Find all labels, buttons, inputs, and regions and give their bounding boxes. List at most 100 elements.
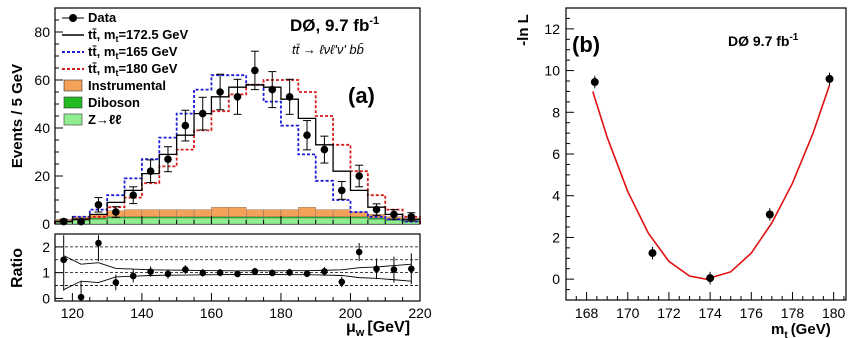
y-tick-label: 80 — [34, 24, 50, 40]
ratio-point — [147, 268, 154, 275]
data-point — [390, 210, 398, 219]
histogram-mt-165 — [54, 74, 421, 224]
x-tick-label-b: 180 — [822, 305, 846, 321]
zll-bar — [106, 217, 125, 225]
instrumental-bar — [315, 209, 334, 217]
ratio-point — [164, 270, 172, 278]
ratio-point — [251, 268, 259, 275]
y-tick-label-b: 10 — [544, 63, 560, 79]
x-tick-label-b: 176 — [740, 305, 764, 321]
diboson-bar — [350, 216, 369, 219]
zll-bar — [211, 217, 229, 225]
svg-text:tt̄, mt=165 GeV: tt̄, mt=165 GeV — [88, 44, 178, 61]
data-point — [198, 109, 207, 118]
ratio-point — [112, 279, 120, 286]
data-point — [146, 167, 155, 175]
zll-bar — [385, 220, 403, 225]
background-stack — [54, 207, 421, 225]
y-tick-label: 0 — [42, 216, 50, 232]
ratio-point — [95, 239, 102, 247]
ratio-point — [234, 270, 241, 278]
data-point — [129, 191, 138, 199]
legend-entry-low: tt̄, mt=165 GeV — [62, 44, 178, 61]
x-tick-label-b: 170 — [616, 305, 640, 321]
zll-bar — [89, 219, 108, 225]
legend-entry-nominal: tt̄, mt=172.5 GeV — [62, 27, 189, 44]
svg-text:tt̄, mt=172.5 GeV: tt̄, mt=172.5 GeV — [88, 27, 189, 44]
zll-bar — [332, 217, 351, 225]
diboson-bar — [89, 217, 108, 220]
panel-label-b: (b) — [572, 32, 600, 57]
data-point — [372, 205, 381, 214]
likelihood-point — [706, 274, 715, 283]
ratio-point — [216, 269, 224, 276]
x-tick-label-b: 168 — [575, 305, 599, 321]
y-tick-label: 20 — [34, 168, 50, 184]
likelihood-point — [590, 78, 599, 87]
ratio-point — [129, 272, 137, 280]
axis-ticks-b: 168 170 172 174 176 178 180 0 2 4 6 8 10 12 — [544, 7, 846, 321]
experiment-label: DØ, 9.7 fb-1 — [290, 15, 379, 35]
ratio-point — [338, 278, 346, 286]
diboson-bar — [246, 216, 264, 219]
y-tick-label-b: 2 — [552, 229, 560, 245]
instrumental-bar — [176, 209, 195, 217]
instrumental-bar — [159, 209, 177, 217]
ratio-point — [321, 268, 328, 275]
instrumental-bar — [263, 209, 282, 217]
y-axis-title: Events / 5 GeV — [9, 64, 26, 168]
data-point — [94, 201, 103, 209]
data-point — [216, 88, 224, 96]
x-axis-title: μw [GeV] — [346, 319, 410, 338]
diboson-bar — [367, 217, 386, 220]
ratio-plot-frame — [54, 233, 421, 302]
data-point — [164, 155, 172, 163]
ratio-point — [303, 270, 311, 277]
instrumental-bar — [141, 209, 160, 217]
ratio-point — [408, 265, 415, 273]
data-point — [251, 66, 259, 75]
x-tick-label-b: 172 — [657, 305, 681, 321]
ratio-y-tick-label: 0 — [42, 290, 50, 306]
x-tick-label-b: 174 — [698, 305, 722, 321]
legend-entry-instrumental: Instrumental — [63, 78, 166, 93]
instrumental-bar — [228, 207, 247, 217]
instrumental-bar — [298, 207, 316, 217]
zll-bar — [263, 217, 282, 225]
experiment-label-b: DØ 9.7 fb-1 — [728, 32, 799, 49]
channel-label: tt̄ → ℓνℓ'ν' bb̄ — [292, 42, 364, 57]
x-tick-label: 200 — [339, 305, 363, 321]
diboson-bar — [141, 216, 160, 219]
instrumental-bar — [280, 209, 299, 217]
diboson-bar — [315, 216, 334, 219]
diboson-bar — [193, 216, 212, 219]
x-tick-label: 160 — [200, 305, 224, 321]
data-point — [303, 131, 311, 139]
svg-text:tt̄, mt=180 GeV: tt̄, mt=180 GeV — [88, 61, 178, 78]
instrumental-bar — [124, 209, 143, 217]
data-point — [268, 85, 277, 94]
zll-bar — [246, 217, 264, 225]
y-tick-label: 40 — [34, 120, 50, 136]
ratio-point — [390, 266, 398, 273]
zll-bar — [367, 219, 386, 225]
data-point — [355, 172, 363, 180]
data-point — [112, 208, 120, 216]
ratio-y-tick-label: 2 — [42, 239, 50, 255]
zll-bar — [176, 217, 195, 225]
svg-text:Z→ℓℓ: Z→ℓℓ — [88, 112, 122, 127]
instrumental-bar — [211, 207, 229, 217]
ratio-point — [199, 269, 207, 277]
diboson-bar — [298, 216, 316, 219]
data-point — [337, 186, 346, 195]
data-point — [407, 213, 416, 221]
data-point — [233, 93, 242, 101]
diboson-bar — [124, 216, 143, 219]
likelihood-point — [648, 249, 657, 258]
x-tick-label: 220 — [408, 305, 432, 321]
y-tick-label-b: 4 — [552, 188, 560, 204]
y-tick-label: 60 — [34, 72, 50, 88]
data-point — [181, 121, 190, 130]
zll-bar — [298, 217, 316, 225]
